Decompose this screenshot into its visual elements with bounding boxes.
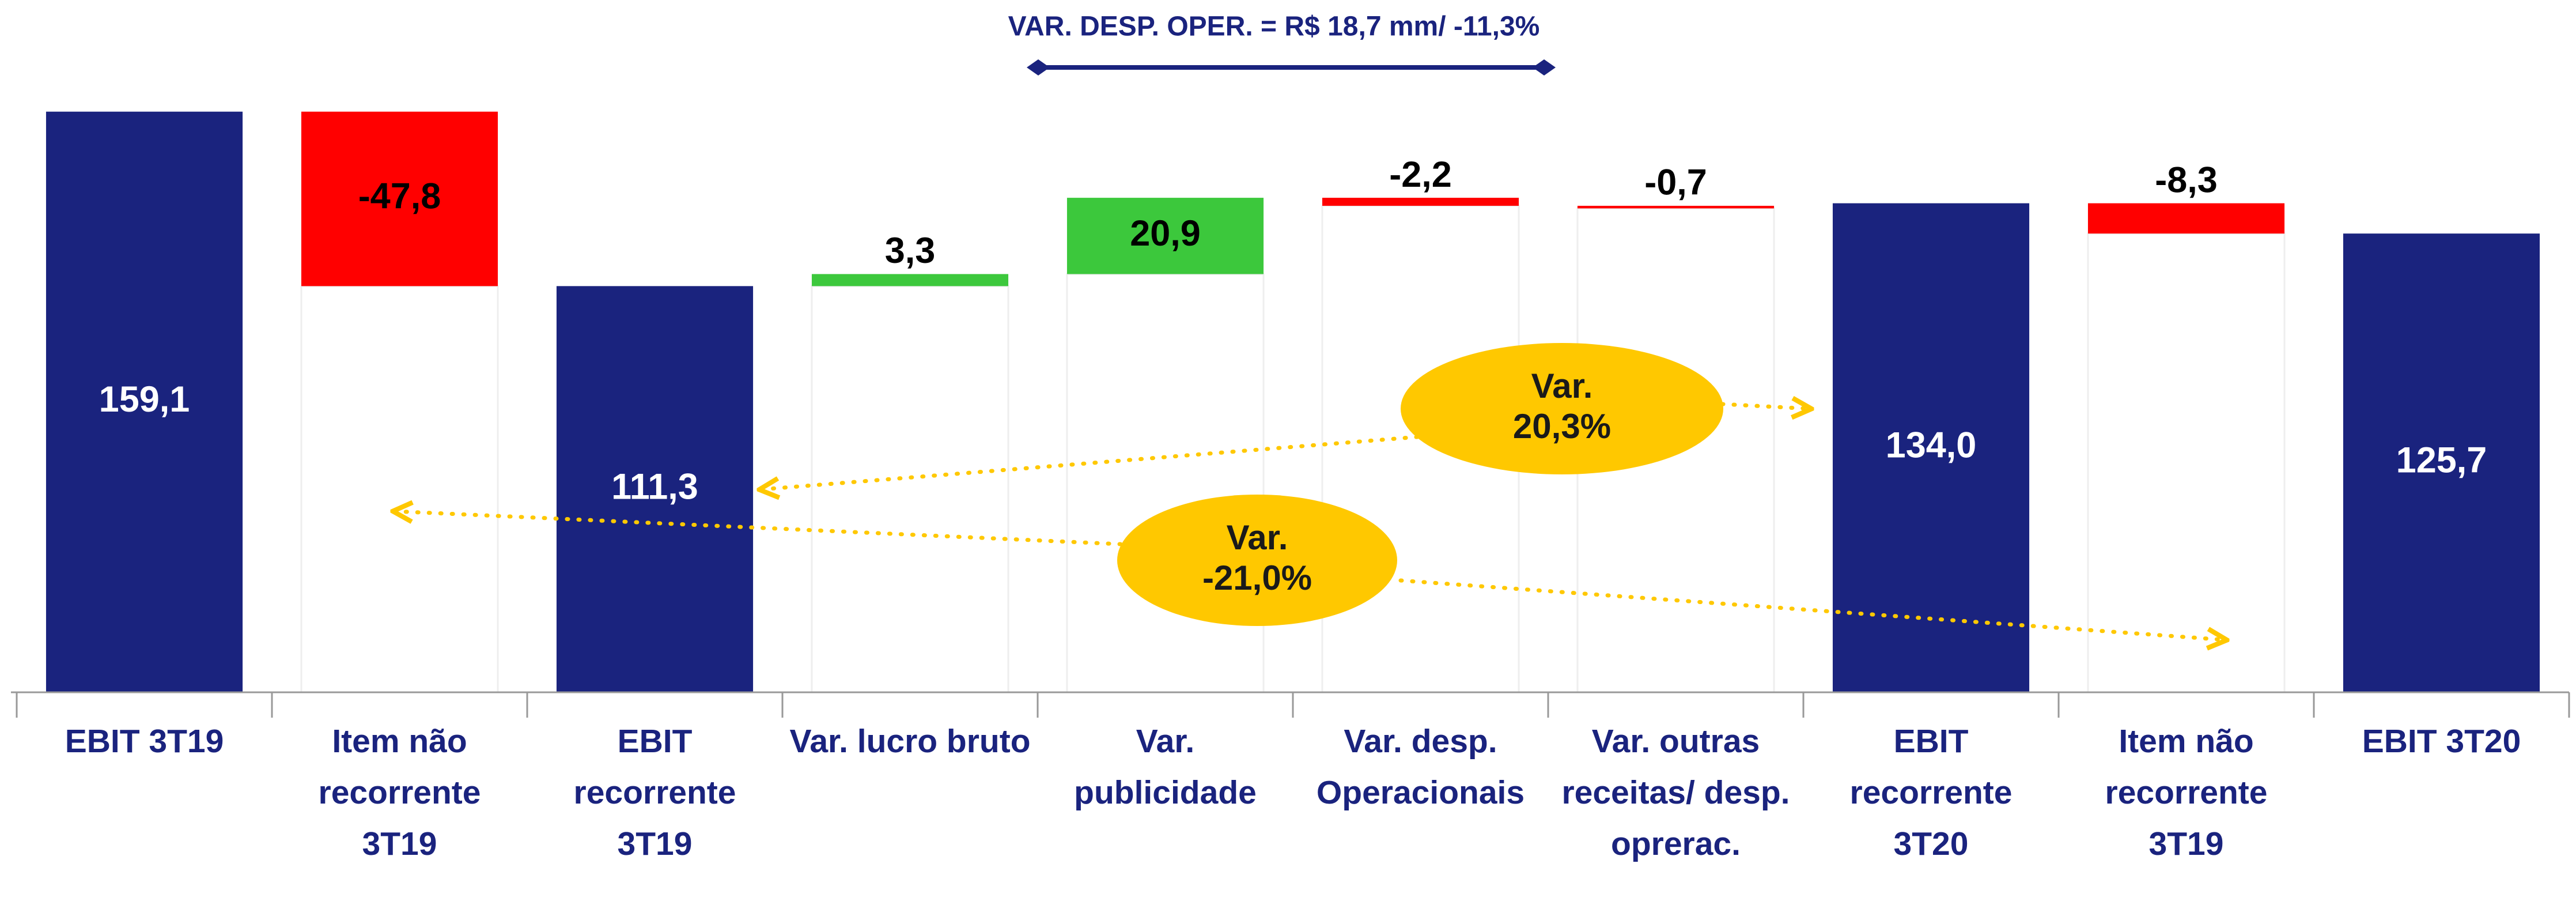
bar <box>1832 203 2030 692</box>
x-tick-label: Var. publicidade <box>1074 723 1257 811</box>
value-label: 3,3 <box>885 231 936 271</box>
x-tick-label: Var. desp. Operacionais <box>1316 723 1525 811</box>
arrow <box>395 511 1123 546</box>
header-annotation: VAR. DESP. OPER. = R$ 18,7 mm/ -11,3% <box>1008 12 1540 42</box>
annotation-text: Var. <box>1227 518 1288 557</box>
value-label: -47,8 <box>358 176 441 217</box>
bar <box>556 286 754 692</box>
bar <box>2343 233 2540 692</box>
base-outline <box>300 285 499 693</box>
x-tick-label: EBIT recorrente 3T20 <box>1849 723 2013 862</box>
bar <box>2087 203 2285 234</box>
x-tick-label: EBIT 3T19 <box>65 723 224 760</box>
annotation-text: -21,0% <box>1202 559 1312 597</box>
annotation-text: 20,3% <box>1513 407 1611 446</box>
arrow <box>1720 404 1809 409</box>
annotation-text: Var. <box>1531 367 1593 405</box>
x-tick-label: Item não recorrente 3T19 <box>2105 723 2268 862</box>
base-outline <box>2087 232 2286 693</box>
value-label: 20,9 <box>1130 213 1201 254</box>
base-outline <box>1066 273 1265 693</box>
bracket-end <box>1533 59 1556 76</box>
value-label: 125,7 <box>2396 440 2487 481</box>
value-label: -0,7 <box>1644 163 1707 203</box>
bar <box>1322 198 1519 206</box>
bar <box>1577 206 1775 209</box>
arrow <box>762 435 1420 489</box>
value-label: 159,1 <box>99 379 190 420</box>
base-outline <box>811 285 1009 693</box>
x-tick-label: Var. lucro bruto <box>789 723 1031 760</box>
annotation-bubble <box>1117 495 1397 626</box>
x-tick-label: EBIT recorrente 3T19 <box>573 723 736 862</box>
annotation-bubble <box>1401 343 1723 474</box>
x-tick-label: Var. outras receitas/ desp. oprerac. <box>1561 723 1790 862</box>
value-label: -2,2 <box>1389 154 1452 195</box>
bracket-end <box>1027 59 1050 76</box>
bar <box>1066 198 1264 274</box>
bar <box>46 111 243 692</box>
x-tick-label: Item não recorrente 3T19 <box>318 723 481 862</box>
value-label: 134,0 <box>1886 425 1977 465</box>
bar <box>811 274 1009 286</box>
arrow <box>1398 578 2225 640</box>
bar <box>301 111 498 286</box>
x-tick-label: EBIT 3T20 <box>2362 723 2521 760</box>
value-label: -8,3 <box>2155 160 2218 200</box>
value-label: 111,3 <box>611 466 698 507</box>
